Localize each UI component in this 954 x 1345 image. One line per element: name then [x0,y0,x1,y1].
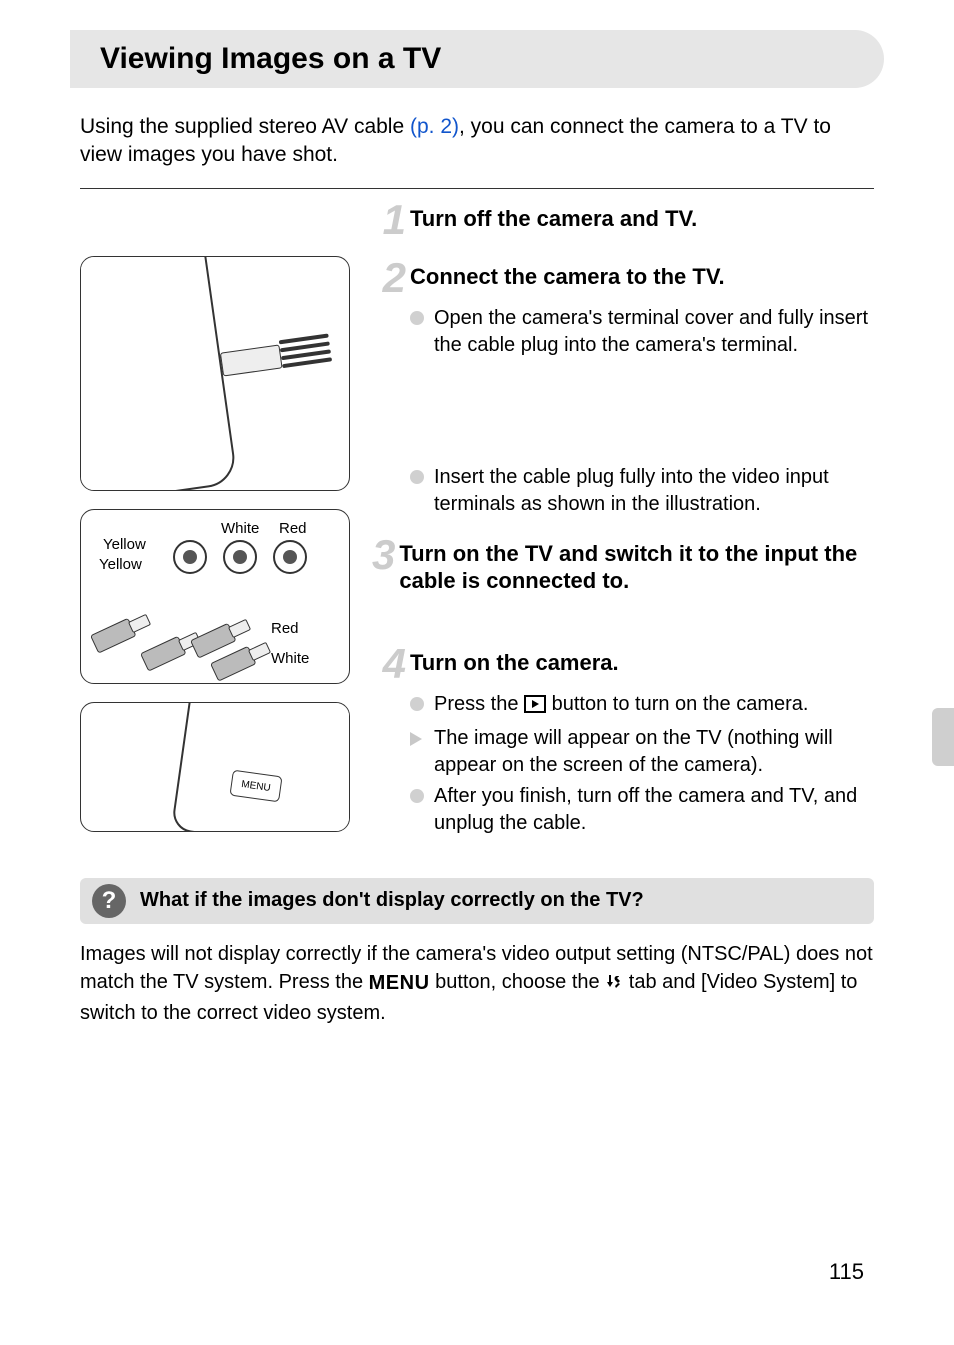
list-item: Insert the cable plug fully into the vid… [410,464,874,518]
info-callout-header: ? What if the images don't display corre… [80,878,874,924]
playback-icon [524,694,546,721]
page-reference-link[interactable]: (p. 2) [410,115,459,138]
step-4: 4 Turn on the camera. Press the [372,645,874,837]
bullet-text: After you finish, turn off the camera an… [434,783,874,837]
step-heading: Turn on the camera. [410,645,619,677]
bullet-text: The image will appear on the TV (nothing… [434,725,874,779]
content-columns: Yellow Yellow White Red Red White MENU 1… [80,201,874,850]
label-red-plug: Red [271,620,299,637]
label-white-jack: White [221,520,259,537]
step-heading: Turn on the TV and switch it to the inpu… [399,536,874,595]
figure-camera-playback: MENU [80,702,350,832]
section-title-bar: Viewing Images on a TV [70,30,884,88]
bullet-icon [410,789,424,803]
wrench-hammer-icon [605,971,623,999]
page-number: 115 [829,1259,864,1285]
label-yellow-plug: Yellow [99,556,142,573]
steps-column: 1 Turn off the camera and TV. 2 Connect … [372,201,874,850]
label-yellow-jack: Yellow [103,536,146,553]
bullet-icon [410,470,424,484]
figure-camera-terminal [80,256,350,491]
text-fragment: button, choose the [430,971,606,993]
list-item: Press the button to turn on the camera. [410,691,874,721]
intro-paragraph: Using the supplied stereo AV cable (p. 2… [80,113,874,170]
list-item: The image will appear on the TV (nothing… [410,725,874,779]
label-white-plug: White [271,650,309,667]
bullet-text: Open the camera's terminal cover and ful… [434,305,874,359]
step-3: 3 Turn on the TV and switch it to the in… [372,536,874,595]
illustration-column: Yellow Yellow White Red Red White MENU [80,201,350,850]
step-1: 1 Turn off the camera and TV. [372,201,874,241]
text-fragment: button to turn on the camera. [552,693,809,715]
page-title: Viewing Images on a TV [100,42,864,76]
bullet-text: Insert the cable plug fully into the vid… [434,464,874,518]
step-number: 3 [372,534,395,576]
bullet-text: Press the button to turn on the camera. [434,691,808,721]
label-red-jack: Red [279,520,307,537]
divider [80,188,874,189]
step-2: 2 Connect the camera to the TV. Open the… [372,259,874,518]
intro-text-before: Using the supplied stereo AV cable [80,115,410,138]
step-number: 2 [372,257,406,299]
info-body: Images will not display correctly if the… [80,940,874,1027]
section-tab [932,708,954,766]
list-item: After you finish, turn off the camera an… [410,783,874,837]
question-mark-icon: ? [92,884,126,918]
list-item: Open the camera's terminal cover and ful… [410,305,874,359]
step-heading: Turn off the camera and TV. [410,201,697,233]
info-title: What if the images don't display correct… [140,889,644,912]
figure-av-cables: Yellow Yellow White Red Red White [80,509,350,684]
result-arrow-icon [410,732,422,746]
bullet-icon [410,311,424,325]
step-number: 1 [372,199,406,241]
text-fragment: Press the [434,693,524,715]
step-number: 4 [372,643,406,685]
menu-text-icon: MENU [369,969,430,997]
bullet-icon [410,697,424,711]
step-heading: Connect the camera to the TV. [410,259,725,291]
